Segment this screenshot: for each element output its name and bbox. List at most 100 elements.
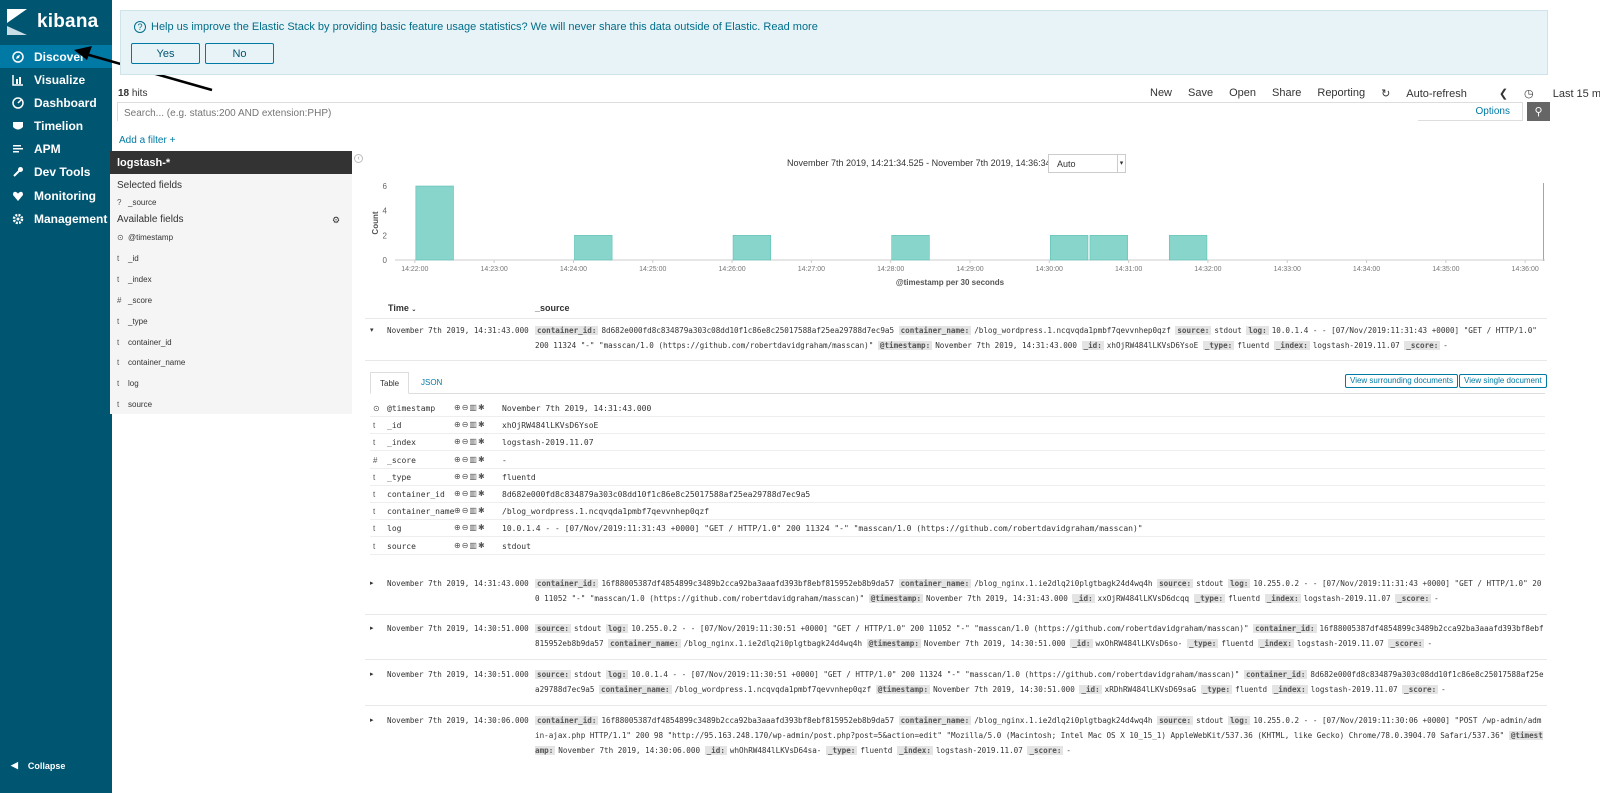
field-item[interactable]: t _type <box>117 317 148 326</box>
sidebar-item-visualize[interactable]: Visualize <box>0 68 112 91</box>
save-button[interactable]: Save <box>1188 87 1214 99</box>
field-item[interactable]: t source <box>117 400 152 409</box>
sidebar-item-management[interactable]: Management <box>0 207 112 230</box>
field-item[interactable]: t container_id <box>117 338 172 347</box>
row-time: November 7th 2019, 14:30:51.000 <box>387 624 529 633</box>
sidebar-item-dev-tools[interactable]: Dev Tools <box>0 160 112 183</box>
source-key: _id: <box>1070 639 1093 648</box>
reporting-button[interactable]: Reporting <box>1317 87 1366 99</box>
collapse-button[interactable]: ◀ Collapse <box>11 760 65 771</box>
x-tick-label: 14:22:00 <box>401 266 428 273</box>
source-value: 10.255.0.2 - - [07/Nov/2019:11:30:06 +00… <box>535 716 1542 740</box>
source-key: _id: <box>1079 685 1102 694</box>
add-filter-link[interactable]: Add a filter + <box>119 135 176 146</box>
filter-actions-icon[interactable]: ⊕⊖▥✱ <box>454 489 486 498</box>
options-link[interactable]: Options <box>1475 106 1510 117</box>
collapse-row-icon[interactable]: ▾ <box>370 327 374 334</box>
source-key: container_id: <box>1243 670 1308 679</box>
source-key: _index: <box>1273 341 1310 350</box>
source-value: 10.0.1.4 - - [07/Nov/2019:11:30:51 +0000… <box>631 670 1244 679</box>
expand-row-icon[interactable]: ▸ <box>370 625 374 632</box>
sidebar-item-label: Dev Tools <box>34 164 91 179</box>
expand-row-icon[interactable]: ▸ <box>370 580 374 587</box>
sidebar-item-monitoring[interactable]: Monitoring <box>0 184 112 207</box>
field-name: _type <box>128 317 148 326</box>
kibana-logo[interactable]: kibana <box>7 9 98 35</box>
field-item[interactable]: ? _source <box>117 198 156 207</box>
expand-row-icon[interactable]: ▸ <box>370 717 374 724</box>
source-value: - <box>1066 746 1071 755</box>
share-button[interactable]: Share <box>1272 87 1302 99</box>
gear-icon <box>11 212 24 225</box>
filter-actions-icon[interactable]: ⊕⊖▥✱ <box>454 437 486 447</box>
field-item[interactable]: t _id <box>117 254 139 263</box>
wrench-icon <box>11 165 24 178</box>
source-key: log: <box>606 670 629 679</box>
source-value: xxOjRW484lLKVsD6dcqq <box>1097 594 1194 603</box>
source-value: 16f88005387df4854899c3489b2cca92ba3aaafd… <box>535 624 1544 648</box>
detail-field-value: fluentd <box>502 472 536 482</box>
field-item[interactable]: t container_name <box>117 358 185 367</box>
filter-actions-icon[interactable]: ⊕⊖▥✱ <box>454 523 486 533</box>
new-button[interactable]: New <box>1150 87 1173 99</box>
x-tick-label: 14:25:00 <box>639 266 666 273</box>
tab-table[interactable]: Table <box>370 372 410 394</box>
view-single-button[interactable]: View single document <box>1459 374 1547 388</box>
detail-field-value: - <box>502 455 507 465</box>
source-key: @timestamp: <box>875 685 931 694</box>
source-key: source: <box>1157 716 1194 725</box>
field-item[interactable]: ⊙ @timestamp <box>117 233 173 242</box>
row-time: November 7th 2019, 14:30:06.000 <box>387 716 529 725</box>
x-tick-label: 14:28:00 <box>877 266 904 273</box>
field-item[interactable]: t log <box>117 379 139 388</box>
interval-select[interactable]: Auto ▾ <box>1048 154 1126 173</box>
histogram-chart[interactable]: 0 2 4 6 Count 14:22:00 14:23:00 14:24:00 14:25:0… <box>360 176 1560 296</box>
histogram-bar <box>891 235 930 261</box>
time-range-text: November 7th 2019, 14:21:34.525 - Novemb… <box>787 158 1080 168</box>
field-type-icon: t <box>117 317 120 326</box>
field-item[interactable]: t _index <box>117 275 152 284</box>
source-key: container_name: <box>898 716 972 725</box>
filter-actions-icon[interactable]: ⊕⊖▥✱ <box>454 454 486 464</box>
tab-json[interactable]: JSON <box>421 378 443 387</box>
banner-text[interactable]: Help us improve the Elastic Stack by pro… <box>151 21 818 33</box>
divider <box>365 705 1547 706</box>
search-bar: Options <box>117 102 1523 122</box>
expand-row-icon[interactable]: ▸ <box>370 671 374 678</box>
filter-actions-icon[interactable]: ⊕⊖▥✱ <box>454 420 486 430</box>
source-key: _index: <box>896 746 933 755</box>
sidebar-item-apm[interactable]: APM <box>0 137 112 160</box>
time-header-label: Time <box>388 303 409 313</box>
x-tick-label: 14:35:00 <box>1432 266 1459 273</box>
auto-refresh-button[interactable]: ↻ Auto-refresh <box>1381 87 1483 100</box>
detail-field-value: 8d682e000fd8c834879a303c08dd10f1c86e8c25… <box>502 490 811 499</box>
index-pattern-selector[interactable]: logstash-* <box>110 151 352 174</box>
time-picker[interactable]: ◷ Last 15 minutes <box>1524 87 1600 100</box>
filter-actions-icon[interactable]: ⊕⊖▥✱ <box>454 506 486 516</box>
filter-actions-icon[interactable]: ⊕⊖▥✱ <box>454 471 486 481</box>
search-input[interactable] <box>118 105 1418 122</box>
open-button[interactable]: Open <box>1229 87 1257 99</box>
source-key: _id: <box>704 746 727 755</box>
field-type-icon: t <box>373 524 376 534</box>
no-button[interactable]: No <box>205 43 274 64</box>
view-surrounding-button[interactable]: View surrounding documents <box>1345 374 1459 388</box>
gear-icon[interactable]: ⚙ <box>332 215 341 225</box>
prev-time-icon[interactable]: ❮ <box>1498 88 1509 100</box>
detail-field-value: /blog_wordpress.1.ncqvqda1pmbf7qevvnhep0… <box>502 507 710 517</box>
field-type-icon: t <box>117 275 120 284</box>
field-type-icon: ⊙ <box>373 404 380 413</box>
filter-actions-icon[interactable]: ⊕⊖▥✱ <box>454 403 486 412</box>
field-item[interactable]: # _score <box>117 296 152 305</box>
sidebar-item-dashboard[interactable]: Dashboard <box>0 91 112 114</box>
time-column-header[interactable]: Time ⌄ <box>388 303 416 313</box>
filter-actions-icon[interactable]: ⊕⊖▥✱ <box>454 540 486 550</box>
yes-button[interactable]: Yes <box>131 43 200 64</box>
field-name: @timestamp <box>128 233 174 242</box>
source-value: - <box>1441 685 1446 694</box>
detail-row: t container_name ⊕⊖▥✱ /blog_wordpress.1.ncq… <box>370 503 1545 521</box>
search-button[interactable]: ⚲ <box>1527 102 1550 121</box>
sidebar-item-timelion[interactable]: Timelion <box>0 114 112 137</box>
detail-row: t log ⊕⊖▥✱ 10.0.1.4 - - [07/Nov/2019:11:31:… <box>370 520 1545 538</box>
collapse-sidebar-icon[interactable]: ‹ <box>354 154 363 163</box>
